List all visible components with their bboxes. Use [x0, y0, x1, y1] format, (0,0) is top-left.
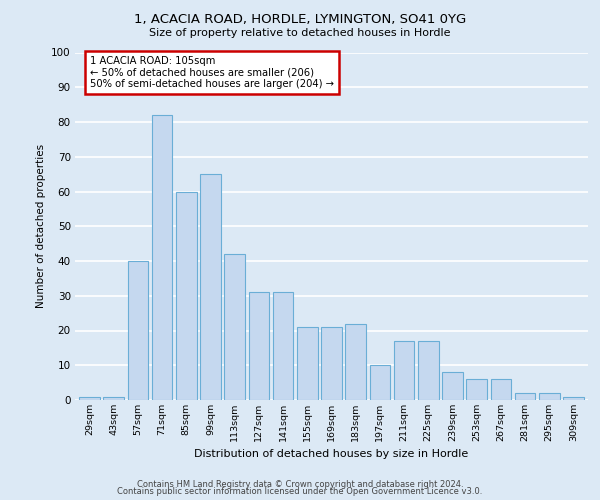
Bar	[297, 327, 317, 400]
Bar	[418, 341, 439, 400]
Text: 1, ACACIA ROAD, HORDLE, LYMINGTON, SO41 0YG: 1, ACACIA ROAD, HORDLE, LYMINGTON, SO41 …	[134, 12, 466, 26]
Bar	[346, 324, 366, 400]
Text: Contains public sector information licensed under the Open Government Licence v3: Contains public sector information licen…	[118, 487, 482, 496]
Bar	[466, 379, 487, 400]
Bar	[176, 192, 197, 400]
Bar	[273, 292, 293, 400]
Bar	[515, 393, 535, 400]
Bar	[563, 396, 584, 400]
Bar	[491, 379, 511, 400]
Bar	[248, 292, 269, 400]
Text: 1 ACACIA ROAD: 105sqm
← 50% of detached houses are smaller (206)
50% of semi-det: 1 ACACIA ROAD: 105sqm ← 50% of detached …	[89, 56, 334, 89]
Text: Contains HM Land Registry data © Crown copyright and database right 2024.: Contains HM Land Registry data © Crown c…	[137, 480, 463, 489]
Bar	[321, 327, 342, 400]
Bar	[103, 396, 124, 400]
Bar	[442, 372, 463, 400]
Bar	[200, 174, 221, 400]
Bar	[152, 115, 172, 400]
Text: Size of property relative to detached houses in Hordle: Size of property relative to detached ho…	[149, 28, 451, 38]
Bar	[128, 261, 148, 400]
Bar	[370, 365, 390, 400]
Y-axis label: Number of detached properties: Number of detached properties	[35, 144, 46, 308]
Bar	[394, 341, 415, 400]
Bar	[79, 396, 100, 400]
Bar	[539, 393, 560, 400]
X-axis label: Distribution of detached houses by size in Hordle: Distribution of detached houses by size …	[194, 450, 469, 460]
Bar	[224, 254, 245, 400]
